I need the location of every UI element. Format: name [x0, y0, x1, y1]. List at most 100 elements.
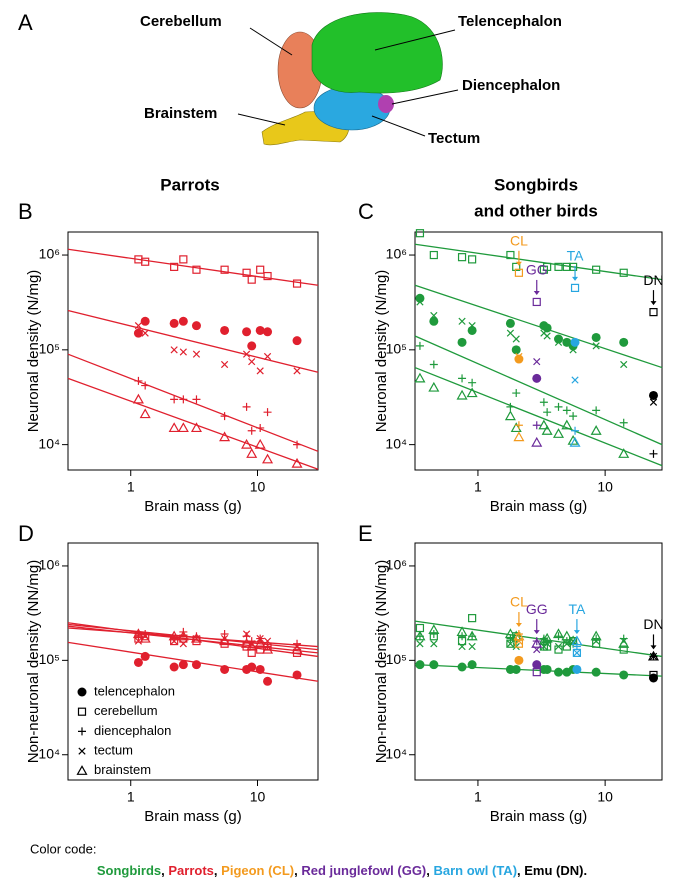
marker — [415, 660, 425, 670]
x-tick-label: 10 — [250, 789, 266, 805]
brain-label: Brainstem — [144, 105, 217, 122]
marker — [554, 262, 563, 271]
color-code-item: Songbirds — [97, 863, 161, 878]
color-code-separator: , — [517, 863, 524, 878]
marker — [512, 389, 521, 398]
color-code-separator: , — [214, 863, 221, 878]
marker — [532, 421, 541, 430]
marker — [192, 265, 201, 274]
marker — [430, 311, 438, 320]
marker — [554, 632, 563, 641]
marker — [134, 637, 143, 645]
marker — [262, 643, 274, 654]
marker — [532, 297, 541, 307]
brain-label: Cerebellum — [140, 13, 222, 30]
marker — [179, 348, 187, 356]
marker — [466, 630, 478, 641]
marker — [191, 660, 201, 670]
legend-marker — [77, 707, 87, 716]
marker — [168, 422, 180, 433]
legend-marker — [78, 727, 86, 736]
marker — [192, 634, 201, 643]
color-code-separator: , — [294, 863, 301, 878]
color-code-separator: . — [583, 863, 587, 878]
marker — [132, 393, 144, 404]
marker — [512, 642, 520, 651]
x-tick-label: 10 — [250, 479, 266, 495]
leader-line — [391, 89, 459, 105]
marker — [456, 626, 468, 637]
marker — [242, 327, 252, 337]
marker — [592, 342, 600, 350]
x-tick-label: 1 — [474, 479, 482, 495]
x-tick-label: 1 — [127, 789, 135, 805]
x-axis-label: Brain mass (g) — [144, 808, 242, 825]
marker — [468, 642, 476, 651]
marker — [512, 262, 521, 271]
marker — [511, 345, 521, 355]
marker — [242, 402, 251, 411]
marker — [458, 374, 467, 383]
y-tick-label: 10⁴ — [38, 745, 60, 761]
y-tick-label: 10⁵ — [386, 341, 407, 357]
marker — [591, 332, 601, 342]
marker — [241, 438, 253, 449]
diencephalon-shape — [378, 95, 394, 113]
marker — [263, 327, 273, 337]
marker — [561, 419, 573, 430]
marker — [649, 308, 658, 317]
marker — [571, 426, 580, 435]
panel-letter: B — [18, 199, 33, 224]
marker — [247, 648, 256, 657]
legend-label: tectum — [94, 743, 133, 758]
y-tick-label: 10⁵ — [39, 341, 60, 357]
marker — [466, 387, 478, 398]
marker — [590, 630, 602, 641]
marker — [568, 262, 578, 271]
marker — [531, 637, 543, 648]
marker — [263, 352, 272, 361]
leader-line — [374, 29, 456, 51]
annotation: DN — [643, 616, 663, 632]
marker — [429, 660, 439, 670]
x-axis-label: Brain mass (g) — [490, 498, 588, 515]
marker — [291, 643, 303, 654]
annotation: DN — [643, 272, 663, 288]
legend-marker — [77, 687, 87, 697]
marker — [468, 378, 477, 387]
marker — [649, 449, 658, 458]
marker — [467, 660, 477, 670]
marker — [179, 395, 188, 404]
marker — [569, 412, 578, 421]
marker — [570, 283, 580, 293]
marker — [219, 635, 231, 646]
marker — [468, 614, 477, 623]
marker — [242, 268, 251, 277]
fit-line — [414, 335, 663, 446]
marker — [619, 645, 628, 654]
marker — [554, 667, 564, 677]
fit-line — [414, 243, 663, 281]
marker — [467, 325, 477, 335]
marker — [561, 630, 573, 641]
annotation: GG — [526, 262, 548, 278]
x-tick-label: 1 — [127, 479, 135, 495]
marker — [241, 637, 253, 648]
marker — [134, 632, 143, 641]
marker — [242, 630, 251, 638]
marker — [514, 354, 524, 364]
legend-marker — [76, 765, 88, 775]
marker — [140, 316, 150, 326]
panel-letter: E — [358, 521, 373, 546]
marker — [649, 398, 658, 406]
marker — [532, 373, 542, 383]
color-code-title: Color code: — [30, 841, 96, 856]
y-axis-label: Non-neuronal density (NN/mg) — [373, 560, 390, 763]
marker — [618, 448, 630, 458]
marker — [554, 334, 564, 344]
leader-line — [249, 27, 293, 56]
marker — [170, 262, 179, 271]
marker — [247, 662, 257, 672]
marker — [504, 628, 516, 639]
marker — [569, 346, 577, 354]
